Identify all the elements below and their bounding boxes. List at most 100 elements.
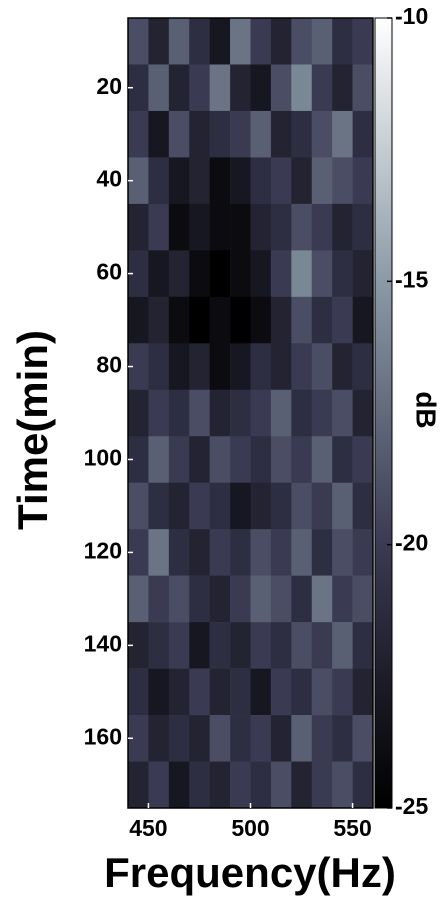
heatmap-cell [332,18,353,65]
heatmap-cell [230,715,251,762]
heatmap-cell [189,622,210,669]
heatmap-cell [230,575,251,623]
heatmap-cell [291,18,313,65]
heatmap-cell [168,622,190,669]
heatmap-cell [230,110,251,158]
heatmap-cell [332,157,353,205]
heatmap-cell [332,110,353,158]
heatmap-cell [291,761,313,809]
colorbar [374,17,393,809]
heatmap-cell [168,482,190,530]
heatmap-cell [250,250,272,298]
colorbar-tick-label: -15 [395,266,428,292]
heatmap-cell [311,529,333,576]
heatmap-cell [230,343,251,391]
heatmap-cell [148,389,170,437]
heatmap-cell [332,343,353,391]
heatmap-cell [352,343,374,391]
y-tick-label: 100 [84,445,122,471]
heatmap-cell [168,250,190,298]
heatmap-cell [250,529,272,576]
heatmap-cell [128,203,149,251]
heatmap-cell [352,64,374,112]
heatmap-cell [311,250,333,298]
heatmap-cell [270,250,292,298]
heatmap-cell [128,668,149,716]
heatmap-cell [352,529,374,576]
heatmap-cell [230,761,251,809]
heatmap-cell [189,668,210,716]
heatmap-cell [209,64,231,112]
heatmap-cell [352,157,374,205]
heatmap-cell [168,110,190,158]
heatmap-cell [332,715,353,762]
heatmap-cell [311,622,333,669]
heatmap-cell [332,482,353,530]
colorbar-title: dB [411,391,442,428]
heatmap-cell [270,436,292,484]
heatmap-cell [332,250,353,298]
heatmap-cell [148,64,170,112]
heatmap-cell [291,157,313,205]
heatmap-cell [209,18,231,65]
heatmap-cell [148,18,170,65]
heatmap-cell [311,482,333,530]
heatmap-cell [270,761,292,809]
colorbar-tick-label: -10 [395,3,428,29]
heatmap-cell [270,203,292,251]
heatmap-cell [209,250,231,298]
heatmap-cell [291,482,313,530]
heatmap-cell [250,389,272,437]
heatmap-cell [209,575,231,623]
heatmap-cell [189,761,210,809]
heatmap-cell [332,575,353,623]
heatmap-cell [270,110,292,158]
heatmap-cell [209,436,231,484]
heatmap-cell [189,203,210,251]
y-axis-title: Time(min) [9,330,56,530]
heatmap-cell [209,389,231,437]
heatmap-cell [332,389,353,437]
heatmap-cell [128,389,149,437]
heatmap-cell [230,18,251,65]
heatmap-cell [148,529,170,576]
heatmap-cell [148,575,170,623]
heatmap-cell [128,761,149,809]
heatmap-cell [270,157,292,205]
heatmap-cell [230,64,251,112]
heatmap-cell [270,64,292,112]
heatmap-cell [189,18,210,65]
heatmap-cell [291,64,313,112]
heatmap-cell [230,157,251,205]
heatmap-cell [270,715,292,762]
heatmap-cell [148,482,170,530]
colorbar-tick-label: -20 [395,530,428,556]
heatmap-cell [352,436,374,484]
heatmap-cell [168,668,190,716]
heatmap-cell [332,761,353,809]
x-tick-label: 550 [333,815,371,841]
heatmap-cell [148,296,170,344]
heatmap-cell [352,575,374,623]
heatmap-cell [168,64,190,112]
heatmap-cell [311,296,333,344]
heatmap-cell [148,203,170,251]
heatmap-cell [311,761,333,809]
heatmap-cell [270,622,292,669]
heatmap-cell [311,343,333,391]
heatmap-cell [352,18,374,65]
heatmap-cell [250,575,272,623]
heatmap-cell [230,436,251,484]
heatmap-cell [311,64,333,112]
y-tick-label: 20 [96,73,122,99]
heatmap-cell [209,157,231,205]
heatmap-cell [168,529,190,576]
heatmap-cell [128,157,149,205]
colorbar-tick-label: -25 [395,793,428,819]
heatmap-cell [270,482,292,530]
heatmap-cell [311,575,333,623]
heatmap-cell [209,529,231,576]
heatmap-cell [189,343,210,391]
heatmap-cell [311,389,333,437]
heatmap-cell [209,343,231,391]
